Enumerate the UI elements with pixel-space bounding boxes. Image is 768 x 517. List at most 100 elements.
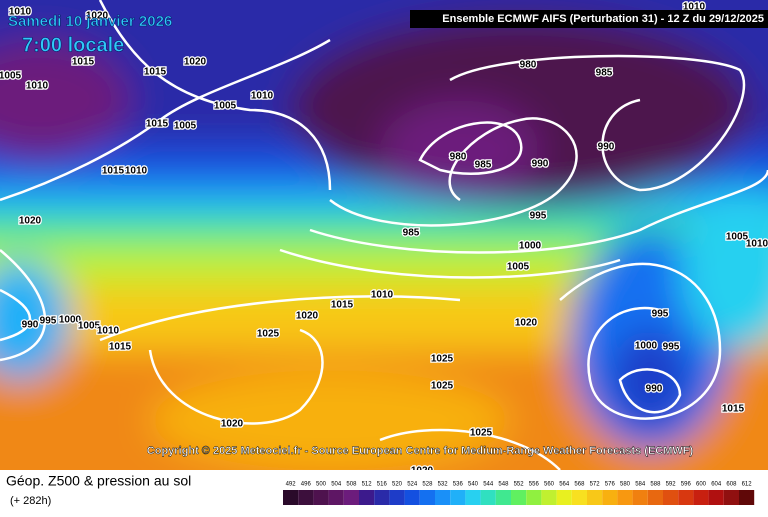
legend-label: 556 [529,482,540,488]
legend-label: 600 [696,482,707,488]
isobar-label: 1005 [78,321,101,332]
legend-swatch [343,490,359,505]
isobar-label: 1020 [184,57,207,68]
legend-swatch [374,490,390,505]
legend-label: 588 [650,482,661,488]
isobar-label: 1020 [411,466,434,477]
legend-label: 548 [498,482,509,488]
isobar-label: 1015 [109,342,132,353]
isobar-label: 1010 [371,290,394,301]
legend-swatch [419,490,435,505]
legend-swatch [647,490,663,505]
legend-swatch [693,490,709,505]
legend-label: 524 [407,482,418,488]
isobar-label: 1005 [726,232,749,243]
legend: 492 496 500 504 508 512 516 520 524 528 532 536 540 5… [283,482,755,505]
legend-swatch [541,490,557,505]
isobar-label: 1020 [515,318,538,329]
isobar-label: 1000 [635,341,658,352]
isobar-labels: 1010 102010151015102010051010101010051015… [0,0,768,477]
legend-swatch [511,490,527,505]
isobars [0,0,768,470]
legend-label: 528 [422,482,433,488]
legend-label: 576 [605,482,616,488]
isobar-label: 990 [598,142,615,153]
forecast-time: 7:00 locale [22,34,124,56]
isobar-label: 1010 [746,239,768,250]
legend-label: 500 [316,482,327,488]
isobar-label: 1010 [125,166,148,177]
isobar-label: 1015 [146,119,169,130]
isobar-label: 1020 [221,419,244,430]
legend-label: 544 [483,482,494,488]
isobar-label: 1005 [507,262,530,273]
isobar-label: 1015 [722,404,745,415]
isobar-label: 980 [450,152,467,163]
isobar-label: 990 [22,320,39,331]
isobar-label: 980 [520,60,537,71]
legend-swatch [298,490,314,505]
legend-label: 496 [301,482,312,488]
legend-label: 532 [438,482,449,488]
isobar-label: 985 [596,68,613,79]
isobar-label: 1025 [431,354,454,365]
isobar-label: 1000 [519,241,542,252]
isobar-label: 1015 [102,166,125,177]
legend-swatch [465,490,481,505]
forecast-date: Samedi 10 janvier 2026 [8,13,172,30]
legend-label: 512 [362,482,373,488]
legend-swatch [678,490,694,505]
legend-swatch [739,490,755,505]
isobar-label: 1010 [251,91,274,102]
isobar-label: 1015 [72,57,95,68]
legend-swatch [723,490,739,505]
isobar-label: 995 [40,316,57,327]
legend-label: 592 [666,482,677,488]
legend-label: 608 [726,482,737,488]
legend-swatch [708,490,724,505]
isobar-label: 995 [530,211,547,222]
isobar-label: 1010 [97,326,120,337]
legend-label: 516 [377,482,388,488]
legend-label: 564 [559,482,570,488]
legend-swatch [587,490,603,505]
legend-swatch [435,490,451,505]
isobar-label: 985 [475,160,492,171]
isobar-label: 1025 [257,329,280,340]
legend-swatch [328,490,344,505]
legend-label: 580 [620,482,631,488]
isobar-label: 1020 [19,216,42,227]
legend-label: 508 [346,482,357,488]
legend-label: 552 [514,482,525,488]
legend-swatch [480,490,496,505]
isobar-label: 1015 [144,67,167,78]
legend-swatch [283,490,299,505]
footer-title: Géop. Z500 & pression au sol [6,473,191,489]
isobar-label: 1005 [174,121,197,132]
legend-swatch [526,490,542,505]
isobar-label: 1025 [431,381,454,392]
isobar-label: 1025 [470,428,493,439]
legend-label: 520 [392,482,403,488]
model-banner [410,10,768,28]
legend-swatch [602,490,618,505]
legend-swatch [389,490,405,505]
isobar-label: 1020 [296,311,319,322]
isobar-label: 1020 [86,11,109,22]
legend-swatch [632,490,648,505]
isobar-label: 985 [403,228,420,239]
isobar-label: 1010 [26,81,49,92]
model-title: Ensemble ECMWF AIFS (Perturbation 31) - … [442,13,764,25]
isobar-label: 1005 [0,71,22,82]
legend-label: 568 [574,482,585,488]
legend-swatch [313,490,329,505]
isobar-label: 1000 [59,315,82,326]
legend-label: 540 [468,482,479,488]
legend-label: 584 [635,482,646,488]
legend-swatch [556,490,572,505]
footer-subtitle: (+ 282h) [10,495,51,507]
legend-label: 504 [331,482,342,488]
isobar-label: 990 [646,384,663,395]
